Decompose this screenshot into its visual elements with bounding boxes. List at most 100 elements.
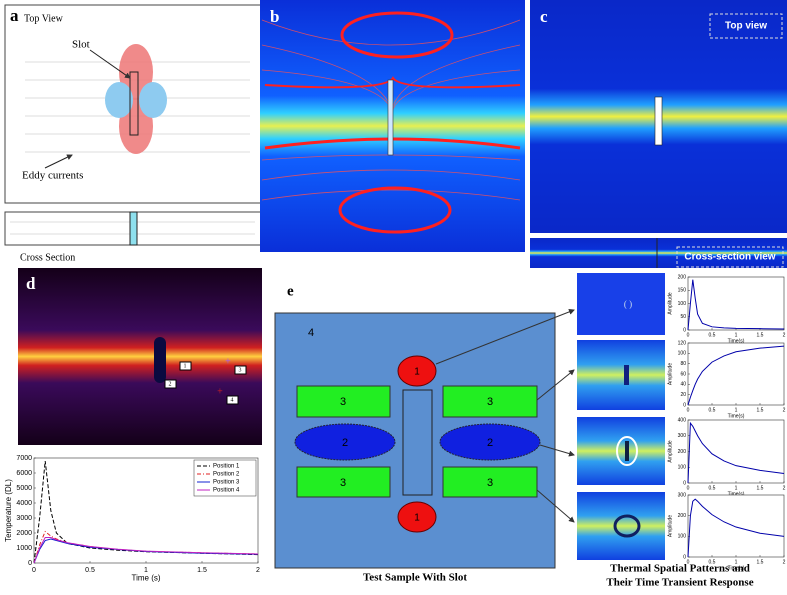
x-tick-label: 0 xyxy=(687,332,690,338)
svg-text:( ): ( ) xyxy=(624,299,632,309)
x-tick-label: 1.5 xyxy=(757,485,764,491)
region-label: 3 xyxy=(340,396,346,408)
block xyxy=(442,466,538,498)
y-tick-label: 6000 xyxy=(16,470,32,477)
svg-text:+: + xyxy=(225,356,231,367)
y-tick-label: 100 xyxy=(678,301,687,307)
y-tick-label: 200 xyxy=(678,449,687,455)
y-tick-label: 3000 xyxy=(16,515,32,522)
x-tick-label: 2 xyxy=(783,485,786,491)
caption: Their Time Transient Response xyxy=(606,577,753,589)
position-label: 3 xyxy=(239,367,242,373)
panel-b: b xyxy=(260,0,525,252)
plot-area xyxy=(687,419,785,484)
legend-label: Position 3 xyxy=(213,480,240,486)
block xyxy=(296,466,391,498)
slot xyxy=(129,211,138,246)
y-tick-label: 1000 xyxy=(16,545,32,552)
heater xyxy=(397,501,437,533)
line-series xyxy=(687,279,785,331)
x-axis-label: Time (s) xyxy=(131,574,160,583)
x-tick-label: 1 xyxy=(144,567,148,574)
region-label: 3 xyxy=(487,477,493,489)
y-tick-label: 100 xyxy=(678,534,687,540)
panel-label: c xyxy=(540,7,548,26)
x-tick-label: 2 xyxy=(783,407,786,413)
y-tick-label: 40 xyxy=(680,382,686,388)
legend-label: Position 2 xyxy=(213,472,240,478)
y-tick-label: 2000 xyxy=(16,530,32,537)
y-tick-label: 0 xyxy=(683,480,686,486)
position-label: 4 xyxy=(231,397,234,403)
y-tick-label: 0 xyxy=(683,327,686,333)
y-tick-label: 100 xyxy=(678,351,687,357)
x-tick-label: 1 xyxy=(735,559,738,565)
y-tick-label: 150 xyxy=(678,288,687,294)
x-tick-label: 0.5 xyxy=(709,332,716,338)
region-label: 1 xyxy=(414,367,420,378)
y-tick-label: 20 xyxy=(680,392,686,398)
x-axis-label: Time(s) xyxy=(728,565,745,571)
x-tick-label: 1 xyxy=(735,407,738,413)
slot xyxy=(402,389,433,496)
heatmap xyxy=(530,238,787,268)
y-tick-label: 300 xyxy=(678,492,687,498)
x-axis-label: Time(s) xyxy=(728,413,745,419)
x-tick-label: 2 xyxy=(256,567,260,574)
y-axis-label: Amplitude xyxy=(667,515,673,537)
cold-lobe xyxy=(105,82,133,118)
eddy-label: Eddy currents xyxy=(22,170,83,182)
y-tick-label: 100 xyxy=(678,465,687,471)
svg-text:+: + xyxy=(217,386,223,397)
arrow xyxy=(44,154,73,169)
y-tick-label: 7000 xyxy=(16,455,32,462)
x-tick-label: 1 xyxy=(735,485,738,491)
heater xyxy=(397,355,437,387)
y-tick-label: 60 xyxy=(680,371,686,377)
panel-c: c Top view Cross-section view xyxy=(530,0,787,268)
position-label: 1 xyxy=(184,363,187,369)
y-tick-label: 0 xyxy=(28,560,32,567)
thumbnail xyxy=(577,492,665,560)
y-tick-label: 0 xyxy=(683,402,686,408)
y-axis-label: Amplitude xyxy=(667,292,673,314)
panel-label: a xyxy=(10,6,19,25)
plot-area xyxy=(687,276,785,331)
region-label: 3 xyxy=(487,396,493,408)
y-tick-label: 300 xyxy=(678,433,687,439)
thumbnail xyxy=(577,273,665,335)
y-axis-label: Amplitude xyxy=(667,440,673,462)
x-tick-label: 1.5 xyxy=(757,559,764,565)
x-tick-label: 1.5 xyxy=(757,407,764,413)
y-tick-label: 200 xyxy=(678,274,687,280)
y-tick-label: 200 xyxy=(678,513,687,519)
contour xyxy=(340,11,454,59)
line-series xyxy=(687,498,785,558)
coil xyxy=(294,423,396,461)
region-label: 1 xyxy=(414,513,420,524)
cold-lobe xyxy=(139,82,167,118)
coil xyxy=(439,423,541,461)
block xyxy=(296,385,391,418)
panel-e: e 4 1 1 3 3 3 3 2 2 Test Sample With Slo… xyxy=(274,273,754,589)
slot xyxy=(387,79,394,156)
y-tick-label: 400 xyxy=(678,417,687,423)
heatmap xyxy=(18,268,262,445)
x-tick-label: 1 xyxy=(735,332,738,338)
x-tick-label: 0 xyxy=(32,567,36,574)
panel-title: Top View xyxy=(24,13,64,24)
slot xyxy=(154,337,166,383)
x-tick-label: 0.5 xyxy=(709,559,716,565)
region-label: 2 xyxy=(487,437,493,449)
x-tick-label: 0 xyxy=(687,559,690,565)
x-tick-label: 0 xyxy=(687,485,690,491)
line-series xyxy=(687,421,785,484)
position-label: 2 xyxy=(169,381,172,387)
y-tick-label: 4000 xyxy=(16,500,32,507)
region-label: 4 xyxy=(308,327,314,339)
panel-label: b xyxy=(270,7,279,26)
y-tick-label: 50 xyxy=(680,314,686,320)
slot xyxy=(129,71,139,136)
